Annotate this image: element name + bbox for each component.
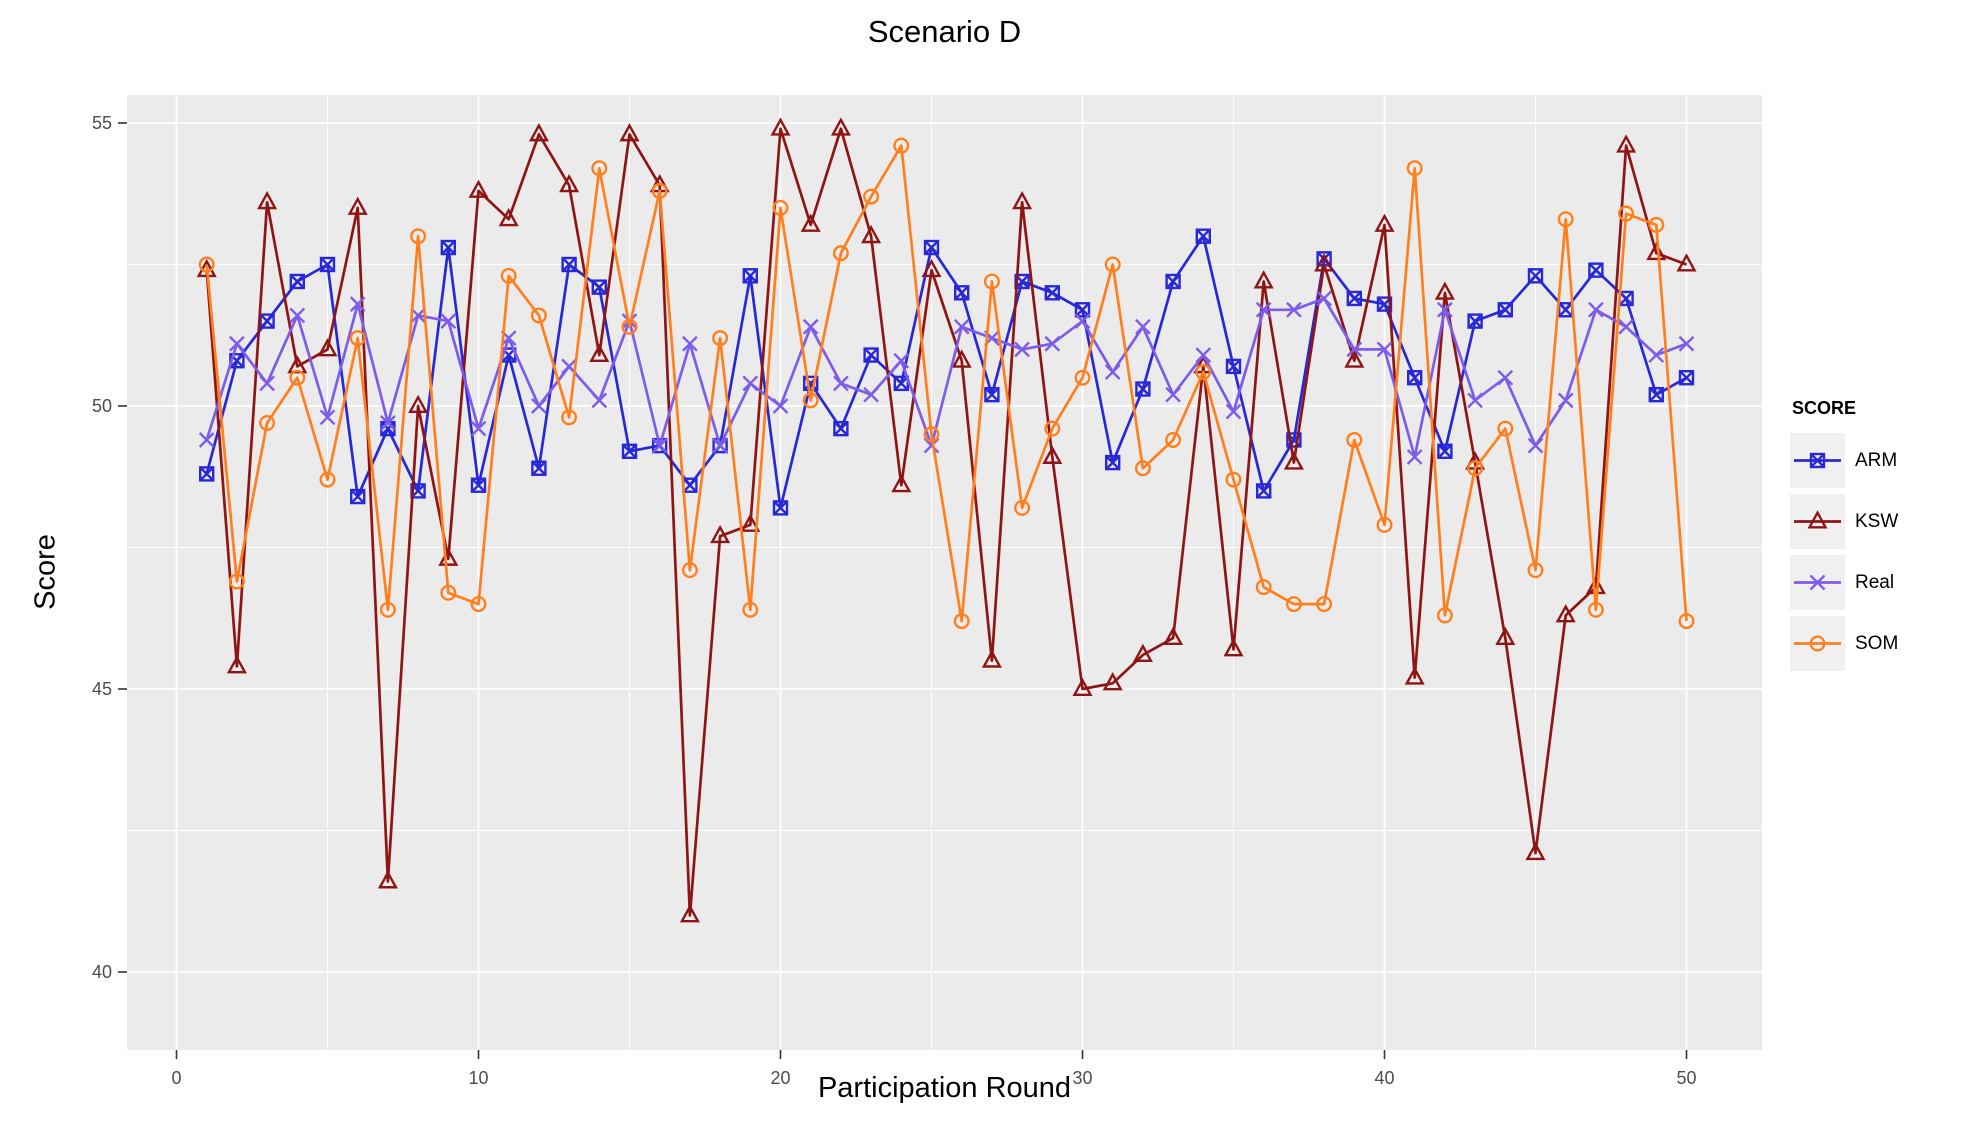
legend-item-label: Real	[1855, 571, 1895, 593]
series-real	[198, 290, 1695, 465]
series-ksw	[196, 117, 1697, 923]
x-tick-label: 30	[1072, 1068, 1092, 1088]
legend-item-som: SOM	[1790, 616, 1898, 671]
y-tick-label: 45	[92, 679, 112, 699]
x-tick-label: 40	[1374, 1068, 1394, 1088]
legend-key-triangle-icon	[1790, 494, 1845, 549]
legend-key-x-icon	[1790, 555, 1845, 610]
legend: SCORE ARM KSW Real SOM	[1790, 398, 1898, 677]
series-som	[198, 137, 1695, 630]
y-tick-label: 55	[92, 113, 112, 133]
y-tick-label: 40	[92, 962, 112, 982]
x-tick-label: 0	[171, 1068, 181, 1088]
y-tick-label: 50	[92, 396, 112, 416]
legend-item-label: SOM	[1855, 632, 1899, 654]
legend-item-real: Real	[1790, 555, 1898, 610]
chart-title: Scenario D	[867, 14, 1022, 49]
legend-title: SCORE	[1792, 398, 1857, 418]
x-axis-title: Participation Round	[817, 1072, 1072, 1104]
legend-key-circle-icon	[1790, 616, 1845, 671]
legend-item-arm: ARM	[1790, 433, 1898, 488]
legend-item-label: KSW	[1855, 510, 1899, 532]
plot-panel	[127, 95, 1762, 1050]
legend-item-label: ARM	[1855, 449, 1898, 471]
x-tick-label: 20	[770, 1068, 790, 1088]
legend-item-ksw: KSW	[1790, 494, 1898, 549]
series-arm	[198, 228, 1695, 516]
legend-key-square-x-icon	[1790, 433, 1845, 488]
x-tick-label: 10	[468, 1068, 488, 1088]
x-tick-label: 50	[1676, 1068, 1696, 1088]
